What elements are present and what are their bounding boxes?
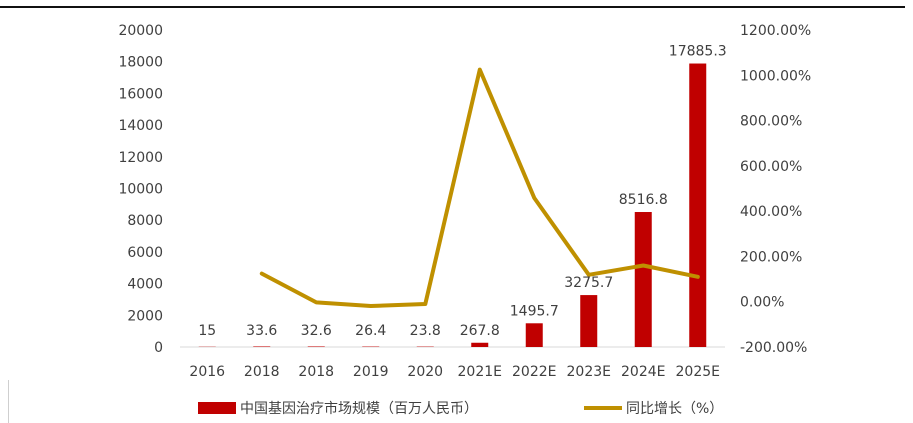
y-right-tick-label: 400.00% — [740, 204, 802, 220]
bar-7 — [580, 295, 598, 347]
x-tick-label: 2022E — [512, 364, 556, 380]
legend-label-line: 同比增长（%） — [626, 401, 723, 417]
growth-point-5 — [479, 69, 481, 71]
y-left-tick-label: 10000 — [118, 182, 163, 198]
x-tick-label: 2025E — [676, 364, 720, 380]
bar-data-label: 15 — [198, 323, 216, 339]
y-right-tick-label: 200.00% — [740, 249, 802, 265]
bar-data-label: 8516.8 — [619, 192, 668, 208]
growth-line — [259, 67, 700, 308]
y-left-tick-label: 8000 — [127, 213, 163, 229]
growth-point-3 — [370, 305, 372, 307]
y-right-tick-label: 1000.00% — [740, 68, 811, 84]
y-left-tick-label: 0 — [154, 340, 163, 356]
growth-point-7 — [588, 274, 590, 276]
bar-data-label: 1495.7 — [510, 303, 559, 319]
y-left-tick-label: 16000 — [118, 86, 163, 102]
y-left-tick-label: 18000 — [118, 55, 163, 71]
x-tick-label: 2018 — [298, 364, 334, 380]
growth-point-1 — [261, 273, 263, 275]
growth-point-2 — [315, 301, 317, 303]
bar-6 — [525, 323, 543, 347]
x-tick-label: 2023E — [567, 364, 611, 380]
x-tick-label: 2018 — [244, 364, 280, 380]
bar-5 — [471, 342, 489, 347]
bar-data-label: 3275.7 — [564, 275, 613, 291]
bar-data-label: 33.6 — [246, 323, 277, 339]
y-right-tick-label: 600.00% — [740, 159, 802, 175]
bar-data-label: 32.6 — [301, 323, 332, 339]
top-border-line — [0, 6, 905, 8]
bar-data-label: 26.4 — [355, 323, 386, 339]
x-tick-label: 2020 — [407, 364, 443, 380]
y-left-tick-label: 14000 — [118, 118, 163, 134]
bar-data-label: 23.8 — [410, 323, 441, 339]
x-tick-label: 2021E — [458, 364, 502, 380]
growth-point-4 — [424, 303, 426, 305]
bar-data-label: 17885.3 — [669, 44, 727, 60]
bar-data-label: 267.8 — [460, 323, 500, 339]
growth-point-8 — [642, 264, 644, 266]
y-left-tick-label: 2000 — [127, 308, 163, 324]
bar-1 — [253, 346, 271, 347]
growth-point-6 — [533, 197, 535, 199]
y-left-tick-label: 6000 — [127, 245, 163, 261]
x-tick-label: 2019 — [353, 364, 389, 380]
y-right-tick-label: 1200.00% — [740, 23, 811, 39]
left-border-line — [8, 380, 9, 423]
bar-9 — [689, 63, 707, 347]
growth-point-9 — [697, 276, 699, 278]
y-right-tick-label: -200.00% — [740, 340, 807, 356]
legend-swatch-bars — [198, 402, 236, 414]
x-tick-label: 2016 — [189, 364, 225, 380]
x-tick-label: 2024E — [621, 364, 665, 380]
y-left-tick-label: 20000 — [118, 23, 163, 39]
y-left-tick-label: 12000 — [118, 150, 163, 166]
y-left-tick-label: 4000 — [127, 277, 163, 293]
bar-2 — [307, 346, 325, 347]
y-right-tick-label: 0.00% — [740, 295, 784, 311]
legend-label-bars: 中国基因治疗市场规模（百万人民币） — [240, 400, 478, 417]
bar-8 — [634, 212, 652, 347]
y-right-tick-label: 800.00% — [740, 114, 802, 130]
